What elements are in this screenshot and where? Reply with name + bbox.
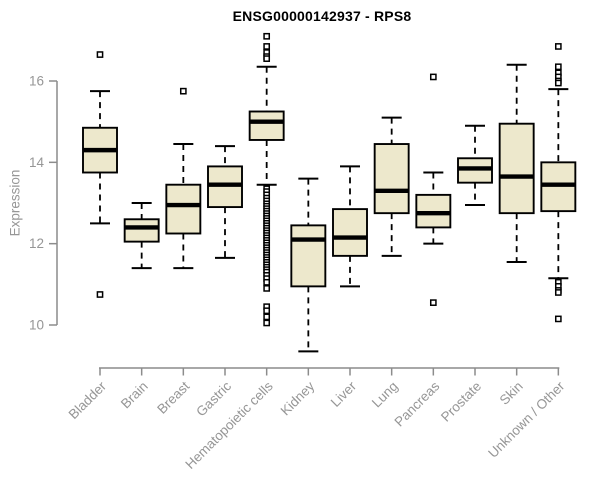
outlier-point xyxy=(263,285,271,292)
outlier-point xyxy=(263,278,271,286)
outlier-point xyxy=(96,51,104,58)
outlier-point xyxy=(554,79,562,87)
outlier-point xyxy=(554,315,562,323)
box-iqr xyxy=(498,122,535,215)
outlier-point xyxy=(554,63,562,71)
x-tick-label: Unknown / Other xyxy=(485,378,568,461)
outlier-point xyxy=(554,289,562,296)
box-iqr xyxy=(290,224,327,288)
outlier-point xyxy=(96,291,104,298)
outlier-point xyxy=(263,32,271,40)
y-tick-label: 16 xyxy=(29,74,44,89)
box-iqr xyxy=(248,110,285,141)
x-tick-label: Brain xyxy=(118,379,151,412)
outlier-point xyxy=(554,43,562,50)
x-tick-label: Liver xyxy=(328,378,360,410)
box-iqr xyxy=(373,143,410,215)
x-tick-label: Skin xyxy=(497,379,526,408)
outlier-point xyxy=(263,313,271,321)
outlier-point xyxy=(429,299,437,306)
outlier-point xyxy=(179,87,187,95)
y-axis-title: Expression xyxy=(7,169,23,237)
y-tick-label: 12 xyxy=(29,236,44,251)
x-tick-label: Pancreas xyxy=(392,378,443,429)
x-tick-label: Bladder xyxy=(66,378,110,422)
outlier-point xyxy=(263,55,271,62)
outlier-point xyxy=(263,319,271,327)
x-tick-label: Prostate xyxy=(438,379,484,425)
outlier-point xyxy=(263,307,271,315)
box-iqr xyxy=(332,208,368,257)
x-tick-label: Lung xyxy=(369,379,401,411)
y-tick-label: 10 xyxy=(29,318,44,333)
y-tick-label: 14 xyxy=(29,155,45,170)
x-tick-label: Kidney xyxy=(278,378,318,418)
chart-title: ENSG00000142937 - RPS8 xyxy=(232,8,412,24)
box-iqr xyxy=(123,218,160,243)
outlier-point xyxy=(263,43,271,50)
outlier-point xyxy=(429,73,437,81)
x-tick-label: Breast xyxy=(154,378,192,416)
x-tick-label: Gastric xyxy=(193,378,234,419)
box-iqr xyxy=(165,183,202,235)
